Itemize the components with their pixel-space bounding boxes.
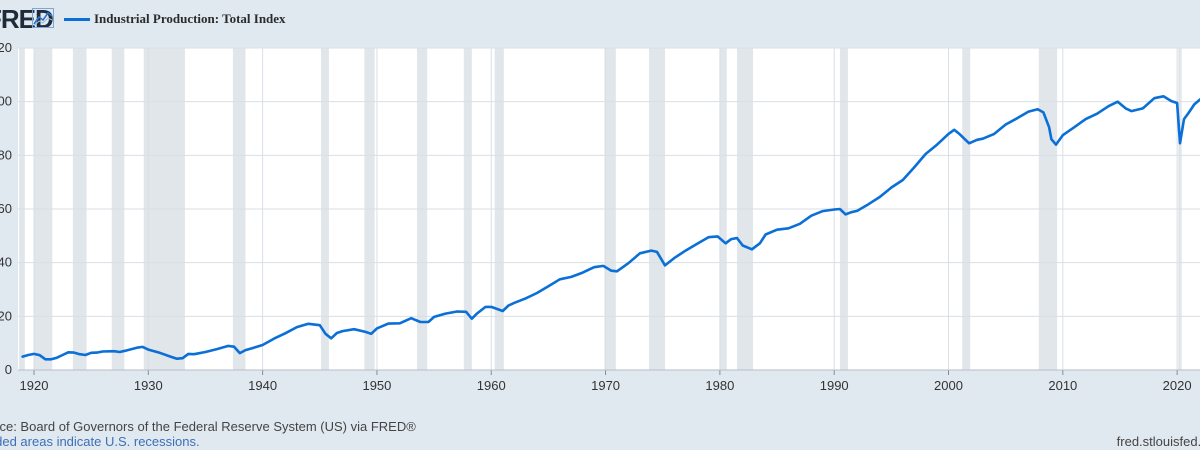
x-tick-label: 2020 — [1163, 378, 1192, 393]
x-tick-label: 1970 — [591, 378, 620, 393]
chart-header: FRED Industrial Production: Total Index — [0, 0, 1200, 40]
series-line[interactable] — [21, 95, 1200, 361]
source-note: Source: Board of Governors of the Federa… — [0, 419, 416, 434]
x-axis: 1920 1930 1940 1950 1960 1970 1980 1990 2000 2010… — [18, 369, 1200, 393]
x-tick-label: 1920 — [20, 378, 49, 393]
y-tick-label: 100 — [0, 94, 12, 109]
x-tick-label: 1930 — [134, 378, 163, 393]
y-axis: 0 20 40 60 80 100 120 — [0, 40, 12, 377]
y-tick-label: 40 — [0, 255, 12, 270]
legend-swatch-icon — [64, 18, 90, 21]
x-tick-label: 1980 — [705, 378, 734, 393]
x-tick-label: 1960 — [477, 378, 506, 393]
y-tick-label: 0 — [5, 362, 12, 377]
legend-series-label[interactable]: Industrial Production: Total Index — [94, 11, 286, 26]
x-tick-label: 2010 — [1048, 378, 1077, 393]
x-tick-label: 1990 — [820, 378, 849, 393]
y-tick-label: 120 — [0, 40, 12, 55]
x-tick-label: 1950 — [362, 378, 391, 393]
logo-graph-icon — [32, 8, 54, 28]
recession-note: Shaded areas indicate U.S. recessions. — [0, 434, 200, 449]
y-tick-label: 60 — [0, 201, 12, 216]
x-tick-label: 2000 — [934, 378, 963, 393]
x-tick-label: 1940 — [248, 378, 277, 393]
site-url[interactable]: fred.stlouisfed.org — [1116, 434, 1200, 449]
y-tick-label: 80 — [0, 147, 12, 162]
y-tick-label: 20 — [0, 308, 12, 323]
